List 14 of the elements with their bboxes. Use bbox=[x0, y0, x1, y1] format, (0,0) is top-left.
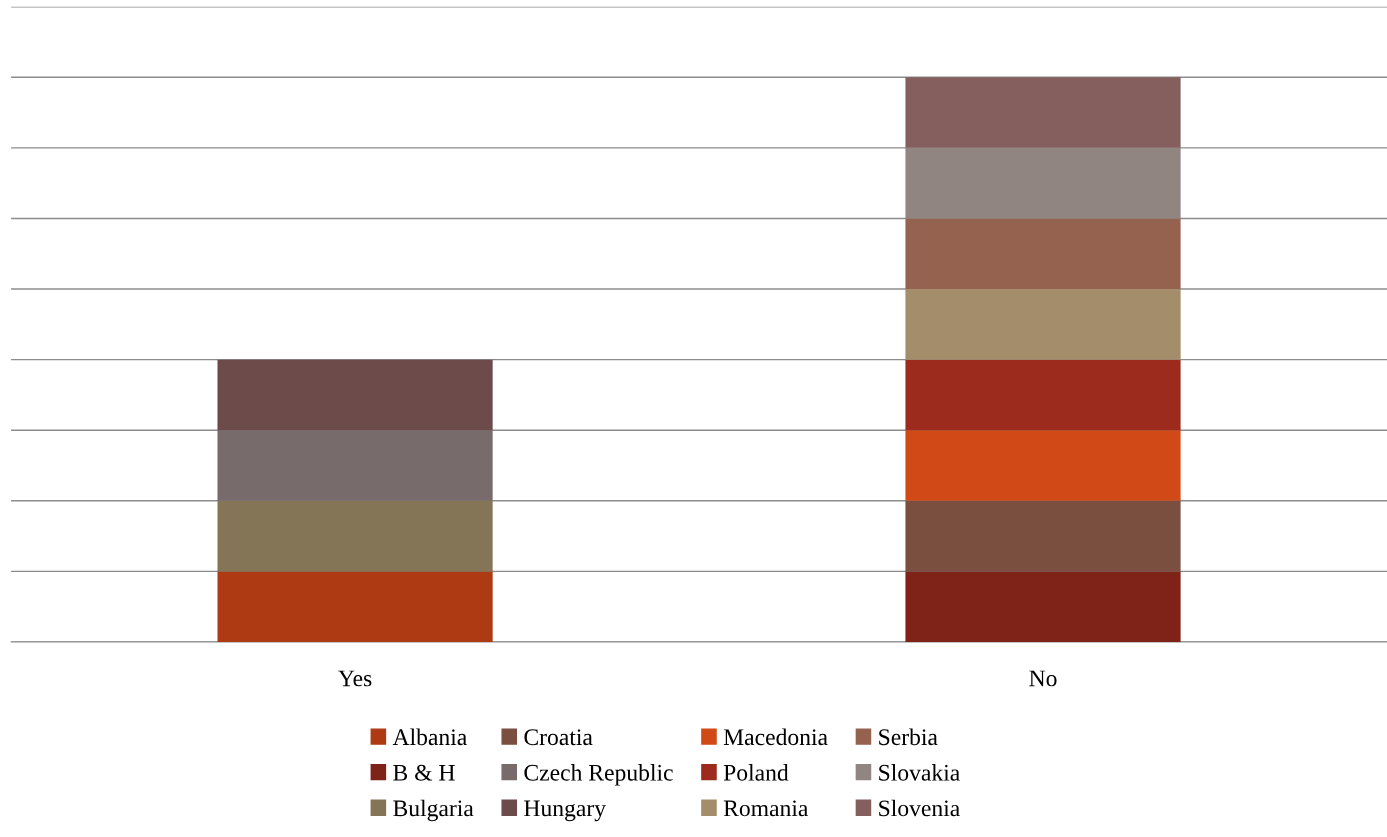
legend-label: Slovakia bbox=[879, 764, 960, 781]
legend-label: Croatia bbox=[524, 729, 593, 746]
legend-label: Czech Republic bbox=[524, 764, 673, 786]
legend-label: Hungary bbox=[524, 800, 606, 822]
legend-label: Albania bbox=[392, 728, 467, 746]
legend-label: Slovenia bbox=[879, 799, 960, 817]
legend-label: Serbia bbox=[879, 728, 938, 746]
legend-label: B & H bbox=[393, 764, 455, 781]
x-tick-label: Yes bbox=[338, 670, 372, 687]
x-tick-label: No bbox=[1029, 670, 1057, 687]
legend-label: Poland bbox=[723, 764, 789, 781]
legend-label: Bulgaria bbox=[393, 799, 474, 822]
legend-label: Romania bbox=[723, 800, 809, 817]
legend-label: Macedonia bbox=[723, 728, 828, 746]
